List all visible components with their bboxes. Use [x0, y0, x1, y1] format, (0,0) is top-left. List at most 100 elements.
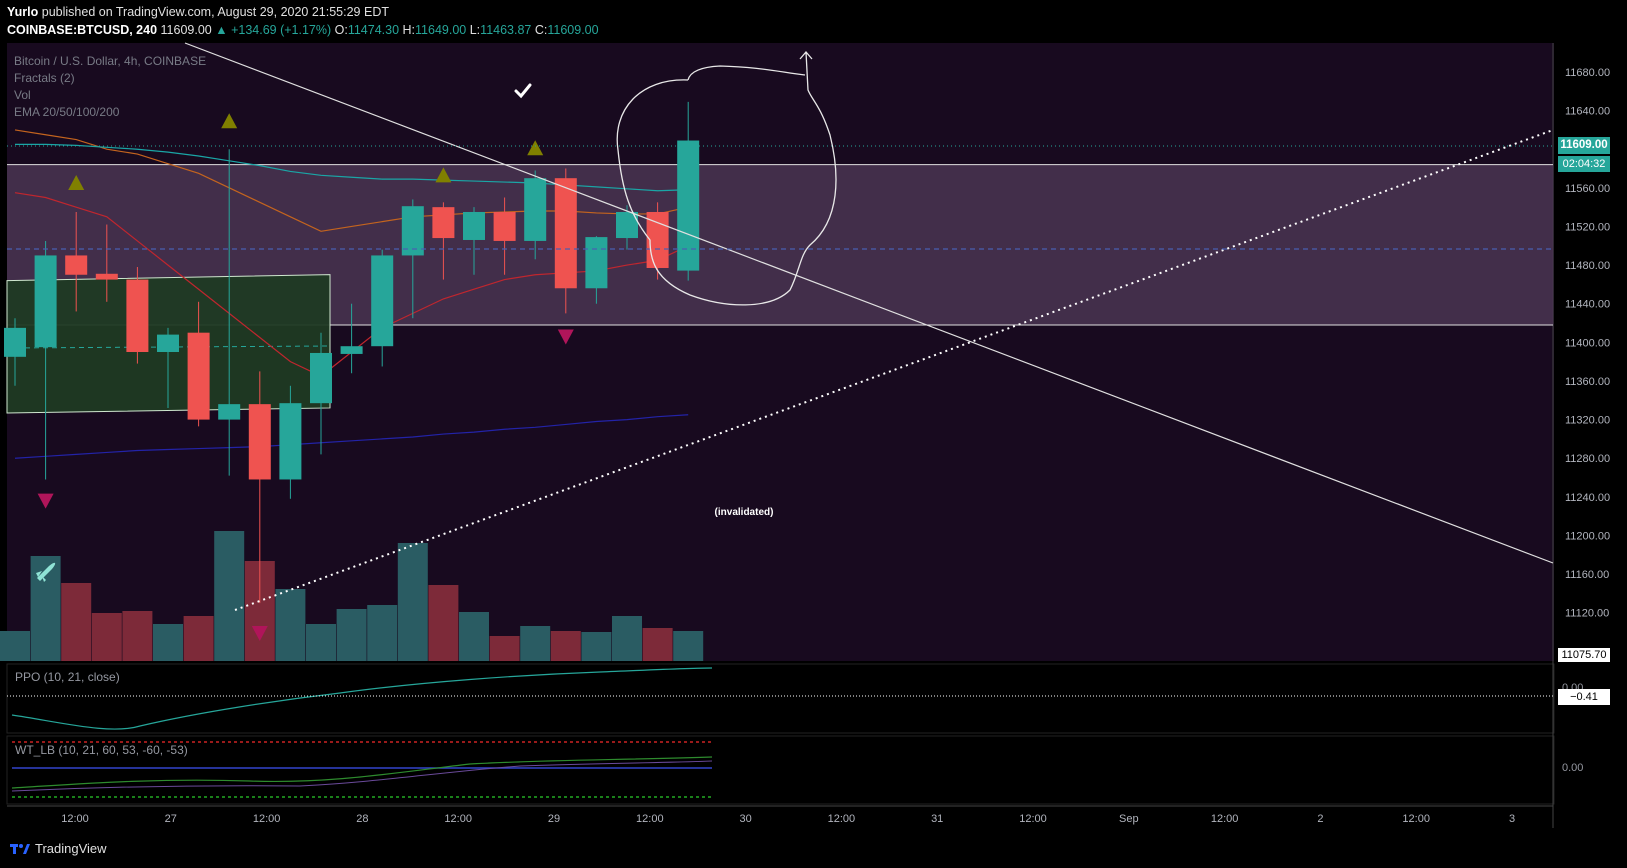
candle[interactable] — [34, 240, 57, 480]
open-value: 11474.30 — [347, 23, 400, 37]
volume-bar — [642, 628, 673, 661]
candle-body — [677, 140, 700, 271]
price-chart[interactable]: 11120.00 11160.00 11200.00 11240.00 11280.00… — [0, 0, 1627, 828]
candle-body — [4, 327, 26, 357]
volume-bar — [397, 543, 428, 661]
candle[interactable] — [4, 318, 26, 386]
candle[interactable] — [616, 205, 638, 250]
volume-bar — [306, 624, 336, 661]
hand-drawn-circle-arrow[interactable] — [616, 51, 837, 306]
ppo-pane[interactable] — [6, 663, 1555, 734]
candle-body — [401, 206, 424, 256]
wt-pane[interactable] — [6, 735, 1555, 805]
candle[interactable] — [524, 170, 547, 260]
price-tick-label: 11160.00 — [1565, 569, 1609, 581]
volume-bar — [153, 624, 183, 661]
publisher-name[interactable]: Yurlo — [7, 5, 39, 19]
time-tick-label: 12:00 — [1019, 813, 1047, 825]
price-tick-label: 11280.00 — [1565, 453, 1610, 465]
candle-body — [493, 211, 516, 241]
candle-body — [218, 404, 241, 420]
time-tick-label: 12:00 — [828, 813, 856, 825]
candle-body — [157, 334, 179, 352]
last-price-tag: 11609.00 — [1558, 137, 1610, 154]
time-tick-label: 2 — [1317, 813, 1323, 825]
time-tick-label: 3 — [1509, 813, 1515, 825]
candle-body — [616, 211, 638, 239]
rocket-icon — [36, 562, 56, 582]
candle[interactable] — [218, 149, 241, 476]
candle[interactable] — [401, 199, 424, 319]
ppo-line — [11, 667, 713, 730]
candle[interactable] — [95, 224, 118, 302]
candle[interactable] — [65, 211, 88, 312]
tradingview-logo-icon — [10, 843, 30, 854]
low-price-tag: 11075.70 — [1558, 648, 1610, 662]
candle[interactable] — [585, 236, 608, 304]
candle-body — [310, 352, 332, 404]
time-tick-label: 12:00 — [253, 813, 281, 825]
volume-bar — [367, 605, 398, 661]
close-label: C: — [534, 23, 548, 37]
candle[interactable] — [493, 197, 516, 275]
price-tick-label: 11560.00 — [1565, 183, 1610, 195]
legend-vol[interactable]: Vol — [14, 88, 31, 102]
fractal-up-marker — [527, 140, 544, 156]
symbol-label[interactable]: COINBASE:BTCUSD, 240 — [7, 23, 158, 37]
candle[interactable] — [432, 202, 455, 280]
candle[interactable] — [677, 101, 700, 281]
time-tick-label: 27 — [165, 813, 177, 825]
candle-body — [432, 207, 455, 239]
candle[interactable] — [646, 202, 669, 280]
fractal-down-marker — [37, 493, 54, 509]
candle[interactable] — [554, 168, 577, 314]
price-tick-label: 11200.00 — [1565, 530, 1610, 542]
candle-body — [340, 346, 363, 354]
price-tick-label: 11480.00 — [1565, 260, 1610, 272]
legend-fractals[interactable]: Fractals (2) — [14, 71, 75, 85]
chart-legend: Bitcoin / U.S. Dollar, 4h, COINBASE Frac… — [14, 53, 206, 121]
volume-bar — [61, 583, 92, 661]
candle[interactable] — [279, 385, 302, 499]
legend-ema[interactable]: EMA 20/50/100/200 — [14, 105, 120, 119]
open-label: O: — [334, 23, 348, 37]
invalidated-note[interactable]: (invalidated) — [715, 507, 774, 518]
volume-bar — [612, 616, 642, 661]
candle-countdown: 02:04:32 — [1558, 156, 1610, 172]
candle[interactable] — [371, 249, 394, 367]
candle[interactable] — [310, 332, 332, 455]
volume-bar — [336, 609, 367, 661]
time-tick-label: 30 — [739, 813, 751, 825]
volume-bar — [520, 626, 551, 661]
volume-bar — [489, 636, 520, 661]
legend-title[interactable]: Bitcoin / U.S. Dollar, 4h, COINBASE — [14, 54, 207, 68]
price-tick-label: 11360.00 — [1565, 376, 1610, 388]
candle-body — [126, 279, 149, 352]
price-tick-label: 11680.00 — [1565, 67, 1610, 79]
time-tick-label: 29 — [548, 813, 560, 825]
fractal-up-marker — [68, 175, 85, 191]
publish-line: Yurlo published on TradingView.com, Augu… — [7, 5, 389, 19]
candle[interactable] — [187, 301, 210, 427]
candle-body — [463, 211, 485, 240]
candle[interactable] — [157, 327, 179, 409]
time-tick-label: 28 — [356, 813, 368, 825]
wt2-line — [11, 760, 713, 792]
candle[interactable] — [126, 267, 149, 364]
volume-bar — [581, 632, 612, 661]
tradingview-logo[interactable]: TradingView — [10, 841, 107, 856]
candle[interactable] — [248, 371, 271, 604]
candle[interactable] — [340, 303, 363, 374]
ppo-label[interactable]: PPO (10, 21, close) — [15, 670, 120, 684]
candle[interactable] — [463, 207, 485, 275]
wt-label[interactable]: WT_LB (10, 21, 60, 53, -60, -53) — [15, 743, 188, 757]
close-value: 11609.00 — [547, 23, 599, 37]
low-label: L: — [469, 23, 481, 37]
downtrend-line[interactable] — [184, 42, 1554, 564]
time-axis[interactable]: 12:00 27 12:00 28 12:00 29 12:00 30 12:00 31 12:00… — [61, 813, 1515, 825]
volume-bar — [0, 631, 30, 661]
price-tick-label: 11400.00 — [1565, 337, 1610, 349]
candle-body — [371, 255, 394, 347]
chart-header: Yurlo published on TradingView.com, Augu… — [0, 0, 1627, 42]
ema-200-line — [14, 414, 689, 459]
